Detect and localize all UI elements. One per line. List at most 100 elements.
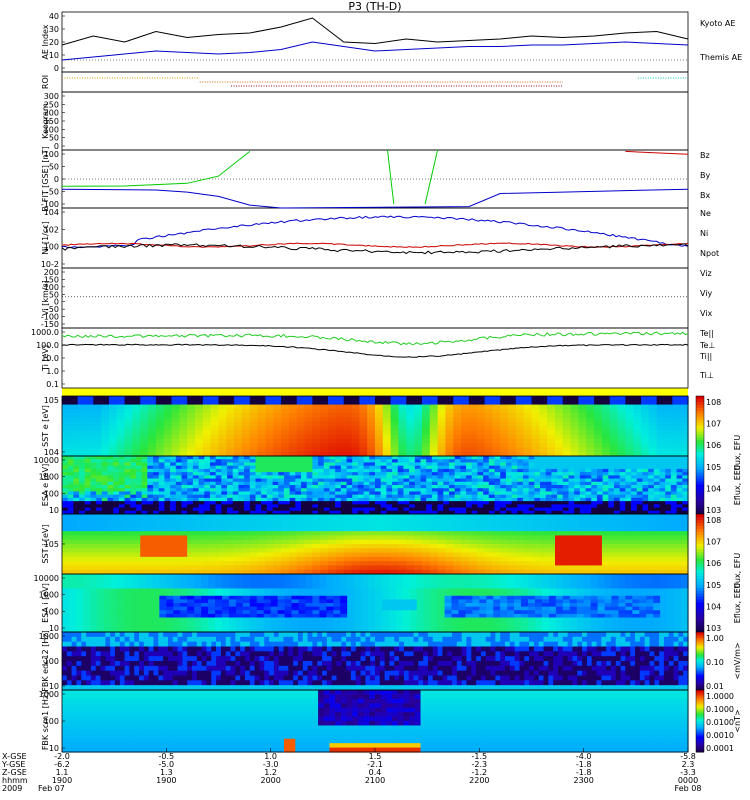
fbk_b-cbar-tick: 0.0001	[706, 744, 734, 753]
esa_i-ylabel: ESA i [eV]	[41, 583, 50, 623]
bfield-ytick: 50	[49, 163, 59, 172]
density-ylabel: Ni [1/cc]	[41, 221, 50, 255]
sst_e-cbar-tick: 108	[706, 398, 721, 407]
keogram-ytick: 0	[54, 142, 59, 151]
sst_i-cbar-tick: 104	[706, 602, 721, 611]
sst_e-ytick: 105	[44, 396, 59, 405]
velocity-ytick: -50	[46, 305, 59, 314]
temperature-te-line	[61, 343, 689, 358]
velocity-ytick: -150	[41, 320, 59, 329]
fbk_e-colorbar	[696, 632, 704, 691]
temperature-ti-line	[61, 331, 689, 346]
xaxis-row-label: Y-GSE	[1, 760, 25, 769]
xaxis-tick-label: 0000	[678, 776, 698, 785]
temperature-ytick: 1.0	[46, 367, 59, 376]
xaxis-tick-label: 1.0	[264, 752, 277, 761]
sst_e-cbar-tick: 103	[706, 506, 721, 515]
fbk_e-cbar-tick: 0.01	[706, 682, 724, 691]
fbk_b-colorbar-frame	[695, 689, 705, 753]
xaxis-tick-label: -5.0	[159, 760, 175, 769]
velocity-ytick: -100	[41, 313, 59, 322]
sst_i-ylabel: SST i [eV]	[41, 525, 50, 564]
sst_e-cbar-tick: 105	[706, 463, 721, 472]
temperature-ytick: 100.0	[36, 341, 59, 350]
esa_i-cbar-label: Eflux, EFU	[733, 583, 742, 624]
esa_e-ytick: 10000	[34, 456, 59, 465]
keogram-ytick: 100	[44, 125, 59, 134]
xaxis-tick-label: -1.2	[472, 768, 488, 777]
xaxis-tick-label: 2200	[469, 776, 489, 785]
keogram-ytick: 250	[44, 100, 59, 109]
fbk_b-ytick: 100	[44, 717, 59, 726]
temperature-frame	[61, 327, 689, 389]
xaxis-tick-label: -1.5	[472, 752, 488, 761]
bfield-series-by	[61, 151, 251, 187]
bfield-ytick: 100	[44, 150, 59, 159]
velocity-ytick: 0	[54, 298, 59, 307]
fbk_e-ytick: 10	[49, 682, 59, 691]
fbk_b-ylabel: FBK scm1 [Hz]	[41, 692, 50, 750]
xaxis-tick-label: -4.0	[576, 752, 592, 761]
ae-ytick: 30	[49, 25, 59, 34]
fbk_e-cbar-tick: 1.00	[706, 634, 724, 643]
xaxis-tick-label: 1.5	[369, 752, 382, 761]
fbk_b-cbar-tick: 0.0010	[706, 731, 734, 740]
esa_i-ytick: 10000	[34, 574, 59, 583]
density-ytick: 100	[44, 243, 59, 252]
xaxis-row-label: 2009	[2, 784, 22, 793]
fbk_b-ytick: 10	[49, 744, 59, 753]
temperature-legend-te: Te||	[699, 329, 714, 338]
chart-title: P3 (TH-D)	[348, 0, 401, 13]
xaxis-tick-label: -2.3	[472, 760, 488, 769]
ae-frame	[61, 11, 689, 73]
density-ytick: 104	[44, 208, 59, 217]
sst_e-heatmap	[62, 396, 689, 457]
ae-ytick: 10	[49, 51, 59, 60]
ae-ytick: 40	[49, 12, 59, 21]
xaxis-tick-label: -1.8	[576, 760, 592, 769]
xaxis-tick-label: 1.3	[160, 768, 173, 777]
xaxis-tick-label: 1900	[156, 776, 176, 785]
xaxis-tick-label: 2000	[260, 776, 280, 785]
velocity-ytick: 50	[49, 290, 59, 299]
density-ytick: 102	[44, 225, 59, 234]
esa_i-heatmap	[62, 574, 689, 633]
sst_i-cbar-tick: 103	[706, 624, 721, 633]
xaxis-row-label: Z-GSE	[2, 768, 27, 777]
density-ni-line	[61, 215, 689, 249]
xaxis-tick-label: -0.5	[159, 752, 175, 761]
keogram-frame	[61, 91, 689, 151]
bfield-ytick: -100	[41, 200, 59, 209]
esa_e-ytick: 1000	[39, 473, 59, 482]
sst_i-colorbar	[696, 514, 704, 633]
esa_e-ytick: 10	[49, 506, 59, 515]
ae-ylabel: AE Index	[41, 24, 50, 59]
xaxis-tick-label: 1.1	[56, 768, 69, 777]
velocity-ytick: 100	[44, 283, 59, 292]
sst_e-cbar-tick: 107	[706, 420, 721, 429]
xaxis-row-label: hhmm	[2, 776, 28, 785]
temperature-legend-te: Te⊥	[699, 341, 715, 350]
bfield-by-jump	[387, 149, 395, 205]
esa_e-ylabel: ESA e [eV]	[41, 464, 50, 506]
fbk_b-cbar-label: <nT>	[733, 709, 742, 732]
bfield-series-bx	[61, 188, 689, 209]
velocity-ytick: 150	[44, 275, 59, 284]
temperature-ylabel: Ti [eV]	[41, 345, 50, 372]
bfield-ytick: 0	[54, 175, 59, 184]
fbk_e-heatmap	[62, 632, 689, 691]
xaxis-tick-label: 2.3	[682, 760, 695, 769]
xaxis-tick-label: -3.3	[680, 768, 696, 777]
fbk_b-ytick: 1000	[39, 690, 59, 699]
bfield-legend-bz: Bz	[700, 151, 710, 160]
xaxis-tick-label: 1900	[52, 776, 72, 785]
sst_i-ytick: 105	[44, 540, 59, 549]
fbk_e-cbar-label: <mV/m>	[733, 642, 742, 679]
bfield-ylabel: B_FIT [GSE] [nT]	[41, 146, 50, 211]
esa_i-ytick: 1000	[39, 591, 59, 600]
bfield-legend-by: By	[700, 171, 710, 180]
keogram-ytick: 150	[44, 117, 59, 126]
sst_e-cbar-tick: 106	[706, 441, 721, 450]
sst_i-cbar-label: Eflux, EFU	[733, 553, 742, 594]
